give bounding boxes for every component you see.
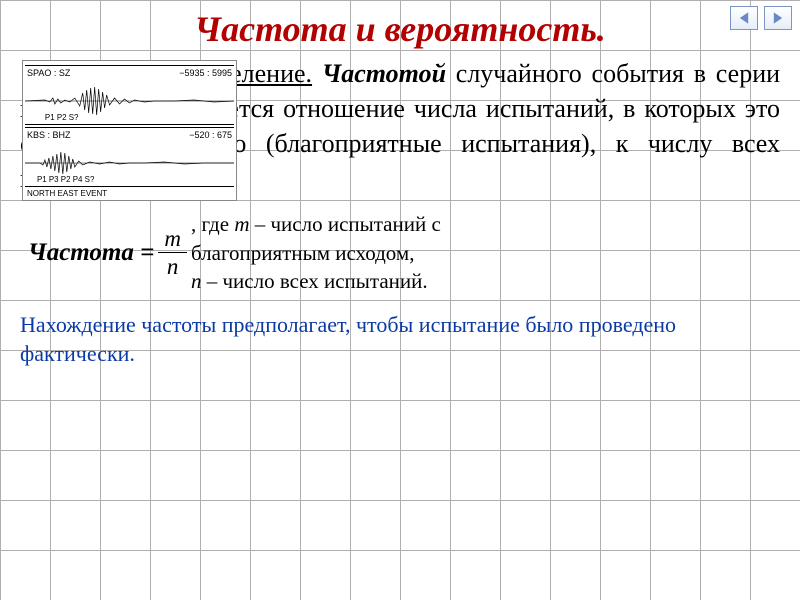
formula-numerator: m xyxy=(158,227,187,250)
seismogram-inset: SPAO : SZ −5935 : 5995 P1 P2 S? KBS : BH… xyxy=(22,60,237,201)
seismo2-label: KBS : BHZ xyxy=(27,130,71,140)
seismo2-markers: P1 P3 P2 P4 S? xyxy=(37,175,95,184)
seismo1-range: −5935 : 5995 xyxy=(179,68,232,78)
seismo-footer-left: NORTH EAST EVENT xyxy=(27,189,107,198)
legend-line3: n – число всех испытаний. xyxy=(191,267,441,295)
formula-row: Частота = m n , где m – число испытаний … xyxy=(20,210,780,295)
slide-title: Частота и вероятность. xyxy=(20,8,780,50)
seismo1-wave-icon: P1 P2 S? xyxy=(25,78,234,124)
seismo2-range: −520 : 675 xyxy=(189,130,232,140)
seismo-panel-2: KBS : BHZ −520 : 675 P1 P3 P2 P4 S? xyxy=(25,127,234,187)
seismo-panel-1: SPAO : SZ −5935 : 5995 P1 P2 S? xyxy=(25,65,234,125)
formula-fraction: m n xyxy=(158,227,187,278)
fraction-bar xyxy=(158,252,187,253)
legend-prefix: , где xyxy=(191,212,234,236)
legend-line1: , где m – число испытаний с xyxy=(191,210,441,238)
formula-legend: , где m – число испытаний с благоприятны… xyxy=(191,210,441,295)
definition-term: Частотой xyxy=(322,59,446,88)
final-note: Нахождение частоты предполагает, чтобы и… xyxy=(20,311,780,368)
seismo2-wave-icon: P1 P3 P2 P4 S? xyxy=(25,140,234,186)
formula-denominator: n xyxy=(161,255,185,278)
legend-m: m xyxy=(234,212,249,236)
seismo1-label: SPAO : SZ xyxy=(27,68,70,78)
legend-line3-rest: – число всех испытаний. xyxy=(201,269,427,293)
seismo-footer: NORTH EAST EVENT xyxy=(25,189,234,198)
formula-label: Частота = xyxy=(20,239,154,267)
legend-line2: благоприятным исходом, xyxy=(191,239,441,267)
legend-n: n xyxy=(191,269,202,293)
legend-line1-rest: – число испытаний с xyxy=(249,212,440,236)
seismo1-markers: P1 P2 S? xyxy=(45,113,79,122)
